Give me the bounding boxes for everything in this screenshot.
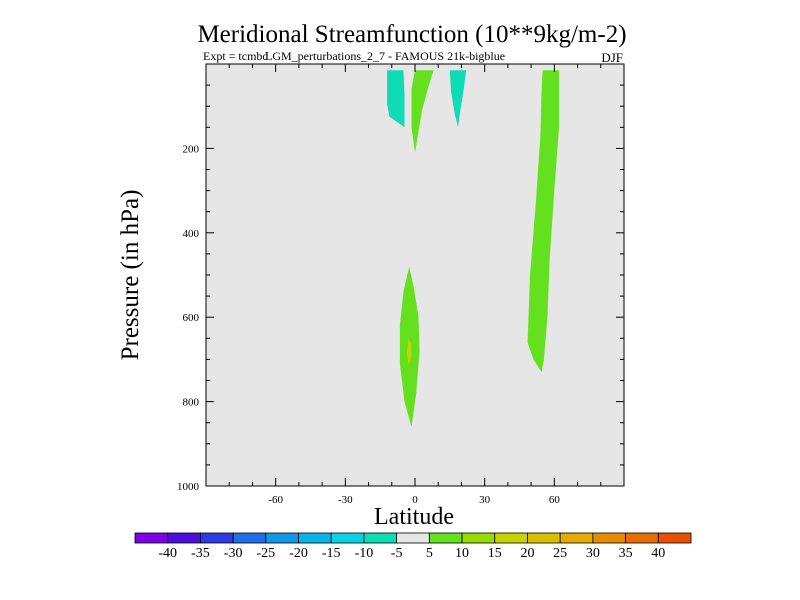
x-tick-label: 30 <box>479 494 491 506</box>
contour-region-cell-pos-eq-upper <box>411 70 434 153</box>
colorbar-swatch <box>330 532 365 544</box>
subtitle-left-a: Expt = tcmbd <box>203 49 268 63</box>
colorbar-label: -25 <box>256 546 275 561</box>
colorbar-swatch <box>657 532 692 544</box>
colorbar-swatch <box>200 532 234 544</box>
contour-region-cell-neg-18N <box>449 70 467 128</box>
subtitle-right: DJF <box>601 50 623 65</box>
colorbar-swatch <box>527 532 561 544</box>
colorbar-label: 40 <box>651 546 665 561</box>
colorbar-label: -10 <box>355 546 374 561</box>
colorbar-swatch <box>167 532 201 544</box>
colorbar-label: -5 <box>391 546 403 561</box>
axis-ticks <box>205 63 625 487</box>
colorbar-label: 10 <box>455 546 469 561</box>
colorbar-label: 35 <box>619 546 633 561</box>
colorbar <box>134 532 692 544</box>
contour-region-cell-pos-55N <box>527 70 559 373</box>
y-axis-label: Pressure (in hPa) <box>117 190 144 361</box>
y-tick-label: 400 <box>183 228 200 240</box>
contour-region-cell-pos-eq-core <box>407 338 412 366</box>
x-tick-label: 0 <box>412 494 418 506</box>
contour-regions <box>387 70 559 427</box>
axis-tick-labels: -60 -30 0 30 60 200 400 600 800 1000 <box>177 143 560 506</box>
x-tick-label: -30 <box>338 494 353 506</box>
colorbar-label: 30 <box>586 546 600 561</box>
x-axis-label: Latitude <box>374 504 454 530</box>
x-tick-label: 60 <box>549 494 561 506</box>
colorbar-label: -20 <box>289 546 308 561</box>
y-tick-label: 800 <box>183 397 200 409</box>
colorbar-swatch <box>363 532 398 544</box>
subtitle-left-b: LGM_perturbations_2_7 - FAMOUS 21k-bigbl… <box>265 49 505 63</box>
colorbar-label: -40 <box>158 546 177 561</box>
colorbar-swatch <box>232 532 267 544</box>
x-tick-label: -60 <box>268 494 283 506</box>
colorbar-swatch <box>396 532 430 544</box>
colorbar-label: 5 <box>426 546 433 561</box>
colorbar-swatch <box>461 532 496 544</box>
colorbar-swatch <box>494 532 528 544</box>
colorbar-label: -35 <box>191 546 210 561</box>
colorbar-swatch <box>559 532 594 544</box>
colorbar-swatch <box>428 532 463 544</box>
y-tick-label: 600 <box>183 312 200 324</box>
colorbar-label: 15 <box>488 546 502 561</box>
colorbar-label: 20 <box>520 546 534 561</box>
colorbar-labels: -40 -35 -30 -25 -20 -15 -10 -5 5 10 15 20 25 30 35 40 <box>158 546 665 561</box>
colorbar-label: -30 <box>224 546 243 561</box>
contour-region-cell-neg-10S <box>387 70 405 128</box>
chart-title: Meridional Streamfunction (10**9kg/m-2) <box>197 21 626 48</box>
colorbar-swatch <box>592 532 626 544</box>
y-tick-label: 200 <box>183 143 200 155</box>
colorbar-swatch <box>265 532 299 544</box>
colorbar-swatch <box>625 532 659 544</box>
colorbar-label: -15 <box>322 546 341 561</box>
y-tick-label: 1000 <box>177 481 200 493</box>
colorbar-swatch <box>298 532 332 544</box>
colorbar-label: 25 <box>553 546 567 561</box>
colorbar-swatch <box>134 532 169 544</box>
